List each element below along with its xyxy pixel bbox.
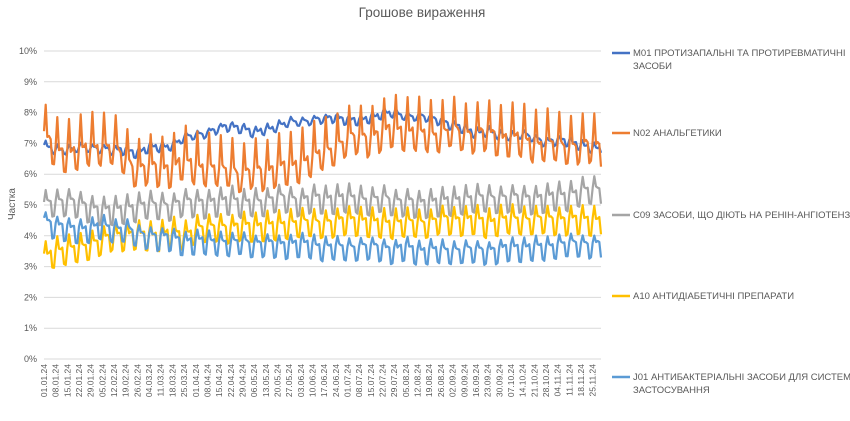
x-tick-label: 23.09.24: [483, 364, 493, 397]
chart-title: Грошове вираження: [359, 5, 486, 20]
x-tick-label: 05.08.24: [401, 364, 411, 397]
x-tick-label: 01.01.24: [39, 364, 49, 397]
legend-item: C09 ЗАСОБИ, ЩО ДІЮТЬ НА РЕНІН-АНГІОТЕНЗИ…: [612, 210, 850, 221]
x-tick-label: 19.02.24: [121, 364, 131, 397]
legend-item: M01 ПРОТИЗАПАЛЬНІ ТА ПРОТИРЕВМАТИЧНІ ЗАСО…: [612, 48, 845, 72]
x-tick-label: 22.07.24: [378, 364, 388, 397]
x-tick-label: 05.02.24: [97, 364, 107, 397]
x-tick-label: 06.05.24: [249, 364, 259, 397]
x-tick-label: 09.09.24: [459, 364, 469, 397]
x-tick-label: 08.04.24: [202, 364, 212, 397]
x-tick-label: 11.03.24: [156, 364, 166, 397]
x-tick-label: 18.03.24: [167, 364, 177, 397]
x-tick-label: 29.07.24: [389, 364, 399, 397]
y-tick-label: 0%: [24, 354, 37, 364]
y-tick-label: 2%: [24, 292, 37, 302]
x-tick-label: 25.03.24: [179, 364, 189, 397]
x-tick-label: 02.09.24: [448, 364, 458, 397]
series-line: [42, 175, 603, 227]
y-tick-label: 9%: [24, 77, 37, 87]
x-axis-ticks: 01.01.24 08.01.24 15.01.24 22.01.24 29.01.24…: [39, 364, 598, 397]
x-tick-label: 08.01.24: [51, 364, 61, 397]
x-tick-label: 01.07.24: [343, 364, 353, 397]
series-line: [42, 211, 603, 266]
legend-label: C09 ЗАСОБИ, ЩО ДІЮТЬ НА РЕНІН-АНГІОТЕНЗИ…: [633, 210, 850, 221]
y-axis-label: Частка: [7, 188, 18, 220]
x-tick-label: 12.08.24: [413, 364, 423, 397]
y-tick-label: 5%: [24, 200, 37, 210]
legend-label: M01 ПРОТИЗАПАЛЬНІ ТА ПРОТИРЕВМАТИЧНІ ЗАСО…: [633, 48, 845, 72]
x-tick-label: 21.10.24: [529, 364, 539, 397]
series-line: [42, 106, 603, 160]
legend: M01 ПРОТИЗАПАЛЬНІ ТА ПРОТИРЕВМАТИЧНІ ЗАСО…: [612, 48, 850, 396]
x-tick-label: 11.11.24: [564, 364, 574, 396]
x-tick-label: 29.01.24: [86, 364, 96, 397]
x-tick-label: 10.06.24: [307, 364, 317, 397]
x-tick-label: 16.09.24: [471, 364, 481, 397]
x-tick-label: 15.01.24: [62, 364, 72, 397]
legend-item: N02 АНАЛЬГЕТИКИ: [612, 128, 722, 139]
x-tick-label: 04.11.24: [553, 364, 563, 397]
y-tick-label: 7%: [24, 138, 37, 148]
y-tick-label: 6%: [24, 169, 37, 179]
y-tick-label: 8%: [24, 108, 37, 118]
x-tick-label: 20.05.24: [272, 364, 282, 397]
y-tick-label: 4%: [24, 231, 37, 241]
legend-label: J01 АНТИБАКТЕРІАЛЬНІ ЗАСОБИ ДЛЯ СИСТЕМНО…: [633, 372, 850, 396]
x-tick-label: 08.07.24: [354, 364, 364, 397]
x-tick-label: 26.02.24: [132, 364, 142, 397]
x-tick-label: 26.08.24: [436, 364, 446, 397]
x-tick-label: 28.10.24: [541, 364, 551, 397]
y-tick-label: 3%: [24, 262, 37, 272]
y-tick-label: 1%: [24, 323, 37, 333]
x-tick-label: 03.06.24: [296, 364, 306, 397]
legend-item: A10 АНТИДІАБЕТИЧНІ ПРЕПАРАТИ: [612, 291, 794, 302]
x-tick-label: 22.01.24: [74, 364, 84, 397]
x-tick-label: 25.11.24: [588, 364, 598, 397]
x-tick-label: 04.03.24: [144, 364, 154, 397]
legend-label: A10 АНТИДІАБЕТИЧНІ ПРЕПАРАТИ: [633, 291, 794, 302]
x-tick-label: 30.09.24: [494, 364, 504, 397]
x-tick-label: 15.07.24: [366, 364, 376, 397]
series-line: [42, 93, 603, 194]
series-lines: [42, 93, 603, 269]
x-tick-label: 01.04.24: [191, 364, 201, 397]
x-tick-label: 14.10.24: [518, 364, 528, 397]
x-tick-label: 12.02.24: [109, 364, 119, 397]
y-axis-ticks: 0% 1% 2% 3% 4% 5% 6% 7% 8% 9% 10%: [19, 46, 37, 364]
x-tick-label: 07.10.24: [506, 364, 516, 397]
x-tick-label: 18.11.24: [576, 364, 586, 397]
x-tick-label: 19.08.24: [424, 364, 434, 397]
x-tick-label: 13.05.24: [261, 364, 271, 397]
x-tick-label: 22.04.24: [226, 364, 236, 397]
legend-label: N02 АНАЛЬГЕТИКИ: [633, 128, 722, 139]
y-tick-label: 10%: [19, 46, 37, 56]
legend-item: J01 АНТИБАКТЕРІАЛЬНІ ЗАСОБИ ДЛЯ СИСТЕМНО…: [612, 372, 850, 396]
x-tick-label: 27.05.24: [284, 364, 294, 397]
x-tick-label: 17.06.24: [319, 364, 329, 397]
x-tick-label: 24.06.24: [331, 364, 341, 397]
x-tick-label: 29.04.24: [237, 364, 247, 397]
x-tick-label: 15.04.24: [214, 364, 224, 397]
